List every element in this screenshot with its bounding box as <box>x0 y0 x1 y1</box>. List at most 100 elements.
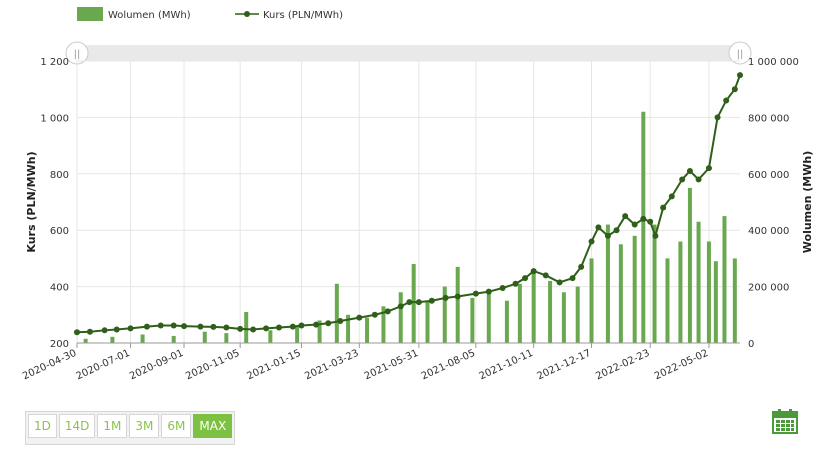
price-point[interactable] <box>640 215 647 222</box>
price-point[interactable] <box>313 321 320 328</box>
price-point[interactable] <box>595 224 602 231</box>
price-point[interactable] <box>428 297 435 304</box>
price-point[interactable] <box>499 285 506 292</box>
price-point[interactable] <box>530 268 537 275</box>
price-point[interactable] <box>289 323 296 330</box>
price-point[interactable] <box>578 263 585 270</box>
volume-bar[interactable] <box>618 244 623 343</box>
price-point[interactable] <box>442 294 449 301</box>
volume-bar[interactable] <box>455 266 460 343</box>
price-point[interactable] <box>522 275 529 282</box>
price-point[interactable] <box>588 238 595 245</box>
volume-bar[interactable] <box>732 258 737 343</box>
range-button-3m[interactable]: 3M <box>129 414 160 438</box>
price-point[interactable] <box>384 308 391 315</box>
price-point[interactable] <box>356 314 363 321</box>
price-point[interactable] <box>647 218 654 225</box>
volume-bar[interactable] <box>244 311 249 343</box>
price-point[interactable] <box>485 288 492 295</box>
price-point[interactable] <box>170 322 177 329</box>
calendar-icon[interactable] <box>772 408 798 434</box>
price-point[interactable] <box>668 193 675 200</box>
volume-bar[interactable] <box>268 330 273 343</box>
legend-price-label[interactable]: Kurs (PLN/MWh) <box>263 10 343 21</box>
price-point[interactable] <box>276 324 283 331</box>
price-point[interactable] <box>263 325 270 332</box>
price-point[interactable] <box>181 323 188 330</box>
navigator-handle-right[interactable]: || <box>728 41 752 65</box>
volume-bar[interactable] <box>140 334 145 343</box>
price-point[interactable] <box>569 275 576 282</box>
price-point[interactable] <box>512 280 519 287</box>
price-point[interactable] <box>298 322 305 329</box>
price-point[interactable] <box>631 221 638 228</box>
volume-bar[interactable] <box>632 235 637 343</box>
price-point[interactable] <box>652 232 659 239</box>
price-point[interactable] <box>325 320 332 327</box>
volume-bar[interactable] <box>334 283 339 343</box>
price-point[interactable] <box>660 204 667 211</box>
price-point[interactable] <box>556 279 563 286</box>
volume-bar[interactable] <box>687 187 692 343</box>
range-button-14d[interactable]: 14D <box>58 414 96 438</box>
navigator[interactable]: || || <box>65 41 752 65</box>
price-point[interactable] <box>622 213 629 220</box>
price-point[interactable] <box>86 328 93 335</box>
volume-bar[interactable] <box>365 317 370 343</box>
volume-bar[interactable] <box>442 286 447 343</box>
volume-bar[interactable] <box>641 111 646 343</box>
volume-bar[interactable] <box>202 331 207 343</box>
legend-volume-label[interactable]: Wolumen (MWh) <box>108 10 191 21</box>
volume-bar[interactable] <box>381 306 386 343</box>
price-point[interactable] <box>101 327 108 334</box>
range-button-6m[interactable]: 6M <box>161 414 192 438</box>
volume-bar[interactable] <box>722 216 727 343</box>
volume-bar[interactable] <box>110 336 115 343</box>
price-point[interactable] <box>731 86 738 93</box>
price-point[interactable] <box>695 176 702 183</box>
volume-bar[interactable] <box>696 221 701 343</box>
price-point[interactable] <box>686 167 693 174</box>
price-point[interactable] <box>237 325 244 332</box>
navigator-track[interactable] <box>77 45 740 61</box>
price-point[interactable] <box>679 176 686 183</box>
range-button-max[interactable]: MAX <box>193 414 233 438</box>
volume-bar[interactable] <box>470 297 475 343</box>
volume-bar[interactable] <box>605 224 610 343</box>
price-point[interactable] <box>223 324 230 331</box>
price-point[interactable] <box>397 303 404 310</box>
price-point[interactable] <box>613 227 620 234</box>
price-point[interactable] <box>143 323 150 330</box>
volume-bar[interactable] <box>486 289 491 343</box>
legend-volume-swatch[interactable] <box>77 7 103 21</box>
range-button-1m[interactable]: 1M <box>97 414 128 438</box>
volume-bar[interactable] <box>346 314 351 343</box>
volume-bar[interactable] <box>706 241 711 343</box>
volume-bar[interactable] <box>398 292 403 343</box>
volume-bar[interactable] <box>425 300 430 343</box>
price-point[interactable] <box>723 97 730 104</box>
volume-bar[interactable] <box>548 280 553 343</box>
price-point[interactable] <box>74 329 80 336</box>
price-point[interactable] <box>415 299 422 306</box>
price-point[interactable] <box>337 318 344 325</box>
volume-bar[interactable] <box>652 224 657 343</box>
volume-bar[interactable] <box>224 333 229 343</box>
volume-bar[interactable] <box>713 261 718 343</box>
price-point[interactable] <box>542 272 549 279</box>
volume-bar[interactable] <box>171 335 176 343</box>
price-point[interactable] <box>737 72 743 79</box>
price-point[interactable] <box>472 290 479 297</box>
volume-bar[interactable] <box>317 320 322 343</box>
price-point[interactable] <box>604 232 611 239</box>
price-point[interactable] <box>127 325 134 332</box>
volume-bar[interactable] <box>504 300 509 343</box>
volume-bar[interactable] <box>561 292 566 343</box>
volume-bar[interactable] <box>589 258 594 343</box>
price-point[interactable] <box>406 299 413 306</box>
price-point[interactable] <box>714 114 721 121</box>
price-point[interactable] <box>705 165 712 172</box>
volume-bar[interactable] <box>83 338 88 343</box>
price-point[interactable] <box>197 323 204 330</box>
volume-bar[interactable] <box>411 264 416 343</box>
